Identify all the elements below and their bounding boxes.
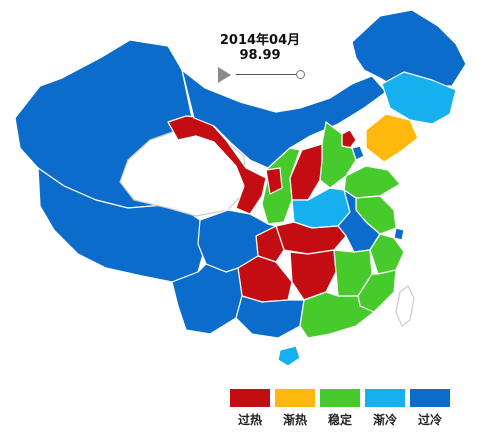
legend-swatch-warming — [275, 389, 315, 407]
legend-label-cooling: 渐冷 — [372, 413, 397, 427]
date-label: 2014年04月 — [219, 33, 301, 48]
province-guangdong[interactable] — [299, 291, 375, 339]
province-hainan[interactable] — [277, 345, 301, 367]
play-icon — [218, 67, 231, 83]
province-shanghai[interactable] — [393, 227, 405, 241]
legend-item-overcooled: 过冷 — [410, 389, 450, 428]
legend-swatch-overcooled — [410, 389, 450, 407]
legend-item-cooling: 渐冷 — [365, 389, 405, 428]
province-taiwan[interactable] — [395, 285, 415, 327]
legend: 过热 渐热 稳定 渐冷 过冷 — [230, 389, 450, 429]
legend-swatch-stable — [320, 389, 360, 407]
time-slider-track[interactable] — [236, 74, 298, 75]
legend-swatch-overheated — [230, 389, 270, 407]
province-hunan[interactable] — [289, 249, 337, 301]
legend-item-overheated: 过热 — [230, 389, 270, 428]
province-guangxi[interactable] — [235, 295, 305, 339]
legend-item-warming: 渐热 — [275, 389, 315, 428]
province-guizhou[interactable] — [237, 255, 293, 303]
legend-label-overheated: 过热 — [237, 413, 262, 427]
legend-item-stable: 稳定 — [320, 389, 360, 428]
province-heilongjiang[interactable] — [351, 9, 467, 89]
province-jilin[interactable] — [381, 71, 457, 125]
province-beijing[interactable] — [341, 129, 357, 149]
province-liaoning[interactable] — [365, 113, 419, 163]
province-shandong[interactable] — [343, 165, 401, 199]
legend-label-warming: 渐热 — [282, 413, 307, 427]
index-value: 98.99 — [239, 48, 281, 63]
province-hubei[interactable] — [275, 221, 347, 255]
province-ningxia[interactable] — [265, 167, 283, 195]
legend-label-overcooled: 过冷 — [417, 413, 442, 427]
legend-label-stable: 稳定 — [327, 413, 352, 427]
legend-swatch-cooling — [365, 389, 405, 407]
province-inner-mongolia[interactable] — [181, 69, 387, 169]
time-slider-handle[interactable] — [296, 70, 305, 79]
play-button[interactable] — [216, 66, 234, 84]
